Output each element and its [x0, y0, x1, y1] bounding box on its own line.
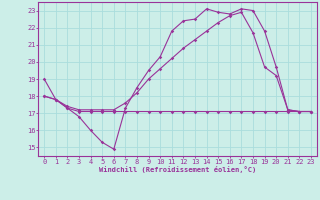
X-axis label: Windchill (Refroidissement éolien,°C): Windchill (Refroidissement éolien,°C) [99, 166, 256, 173]
